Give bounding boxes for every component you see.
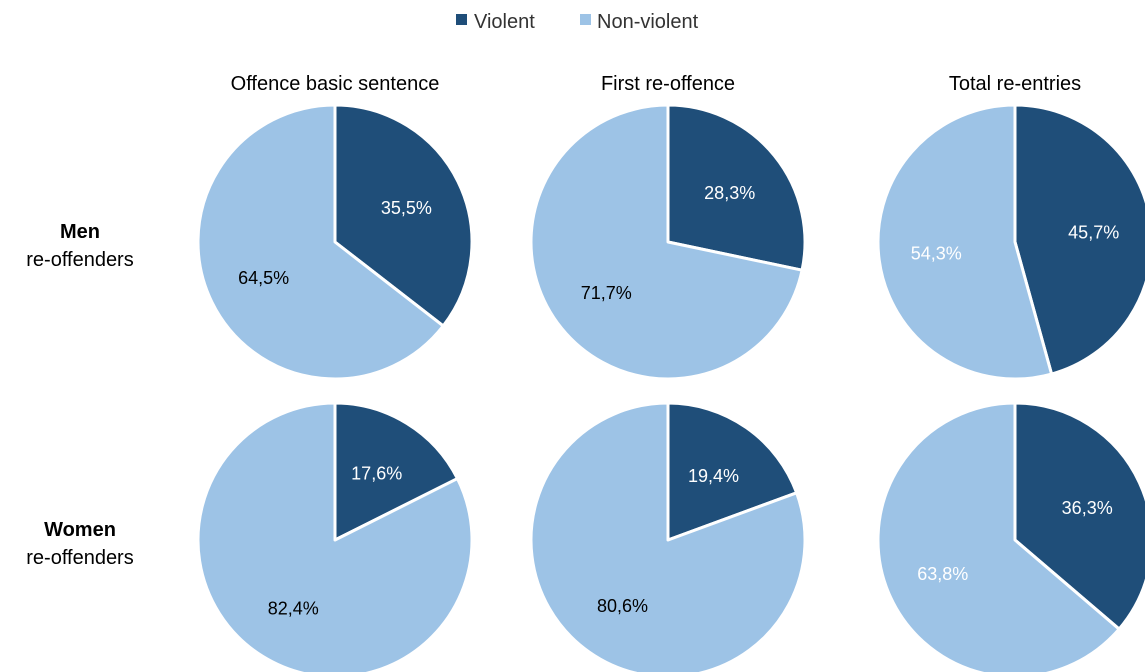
pie-men-offence-basic-sentence: 35,5% 64,5%	[196, 103, 474, 381]
row-label-title: Women	[44, 519, 116, 541]
data-label-violent: 45,7%	[1068, 222, 1119, 242]
row-label-subtitle: re-offenders	[26, 249, 133, 271]
pie-women-first-re-offence: 19,4% 80,6%	[529, 401, 807, 672]
legend-swatch-violent	[456, 14, 467, 25]
pie-men-first-re-offence: 28,3% 71,7%	[529, 103, 807, 381]
pie-women-offence-basic-sentence: 17,6% 82,4%	[196, 401, 474, 672]
legend-swatch-non-violent	[580, 14, 591, 25]
row-label-subtitle: re-offenders	[26, 547, 133, 569]
data-label-violent: 19,4%	[688, 466, 739, 486]
pies: 35,5% 64,5% 28,3% 71,7% 45,7% 54,3% 17,6% 82,4%…	[196, 103, 1145, 672]
row-label-title: Men	[60, 221, 100, 243]
pie-slice-non-violent	[196, 103, 445, 381]
data-label-non-violent: 64,5%	[238, 268, 289, 288]
legend-label-non-violent: Non-violent	[597, 11, 699, 33]
pie-slice-non-violent	[196, 401, 474, 672]
data-label-non-violent: 82,4%	[268, 599, 319, 619]
row-labels: Men re-offenders Women re-offenders	[26, 221, 133, 569]
legend: Violent Non-violent	[456, 11, 699, 33]
data-label-non-violent: 54,3%	[911, 244, 962, 264]
pie-slice-non-violent	[876, 401, 1121, 672]
pie-slice-violent	[1013, 401, 1145, 631]
pie-men-total-re-entries: 45,7% 54,3%	[876, 103, 1145, 381]
pie-slice-non-violent	[876, 103, 1054, 381]
column-title: First re-offence	[601, 73, 735, 95]
pie-slice-non-violent	[529, 103, 804, 381]
pie-slice-violent	[1013, 103, 1145, 376]
data-label-non-violent: 63,8%	[917, 564, 968, 584]
pie-slice-violent	[333, 103, 474, 328]
pie-women-total-re-entries: 36,3% 63,8%	[876, 401, 1145, 672]
column-title: Offence basic sentence	[231, 73, 440, 95]
data-label-violent: 17,6%	[351, 463, 402, 483]
data-label-violent: 35,5%	[381, 198, 432, 218]
data-label-non-violent: 80,6%	[597, 596, 648, 616]
column-title: Total re-entries	[949, 73, 1081, 95]
data-label-violent: 28,3%	[704, 183, 755, 203]
column-titles: Offence basic sentence First re-offence To…	[231, 73, 1081, 95]
legend-label-violent: Violent	[474, 11, 535, 33]
pie-slice-non-violent	[529, 401, 807, 672]
pie-slice-violent	[666, 103, 807, 272]
data-label-violent: 36,3%	[1062, 498, 1113, 518]
data-label-non-violent: 71,7%	[581, 283, 632, 303]
pie-slice-violent	[666, 401, 799, 542]
pie-slice-violent	[333, 401, 459, 542]
